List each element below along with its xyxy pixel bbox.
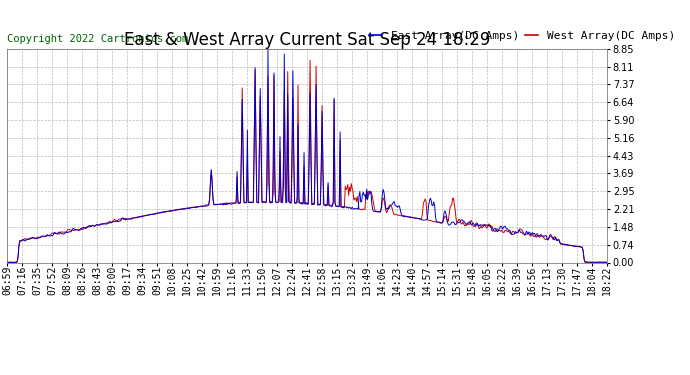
Title: East & West Array Current Sat Sep 24 18:29: East & West Array Current Sat Sep 24 18:… (124, 31, 490, 49)
Text: Copyright 2022 Cartronics.com: Copyright 2022 Cartronics.com (7, 34, 188, 44)
Legend: East Array(DC Amps), West Array(DC Amps): East Array(DC Amps), West Array(DC Amps) (364, 27, 680, 45)
